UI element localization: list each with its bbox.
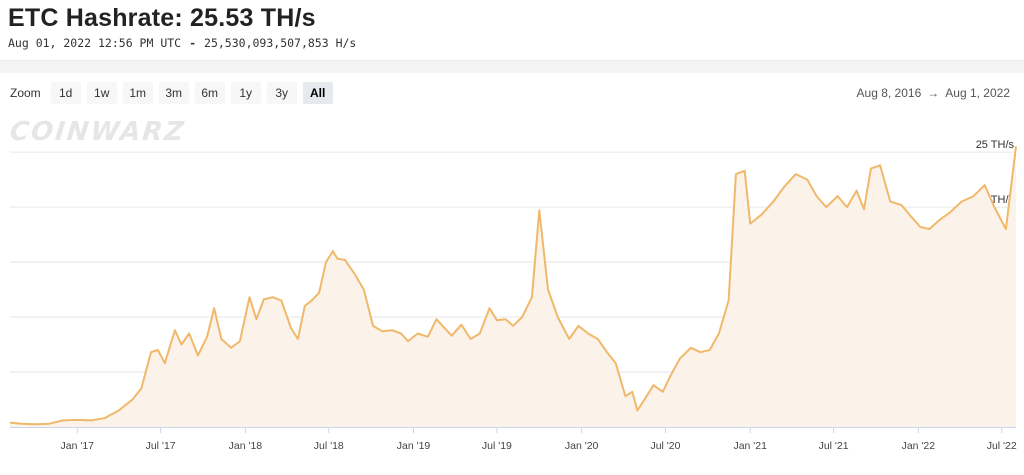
y-tick-label: 25 TH/s (976, 140, 1015, 151)
header: ETC Hashrate: 25.53 TH/s Aug 01, 2022 12… (8, 2, 1016, 50)
hashrate-line (9, 146, 1017, 426)
x-tick-label: Jan '21 (733, 440, 767, 452)
subtitle: Aug 01, 2022 12:56 PM UTC -25,530,093,507… (8, 36, 1016, 50)
zoom-1m-button[interactable]: 1m (122, 82, 153, 104)
zoom-6m-button[interactable]: 6m (194, 82, 225, 104)
zoom-all-button[interactable]: All (302, 82, 333, 104)
x-tick-label: Jul '21 (819, 440, 849, 452)
x-tick-label: Jul '17 (146, 440, 176, 452)
zoom-1w-button[interactable]: 1w (86, 82, 117, 104)
hashrate-area (10, 146, 1016, 428)
x-tick-label: Jan '19 (397, 440, 431, 452)
zoom-toolbar: Zoom 1d 1w 1m 3m 6m 1y 3y All (10, 82, 333, 104)
range-to[interactable]: Aug 1, 2022 (945, 86, 1010, 100)
zoom-1y-button[interactable]: 1y (230, 82, 261, 104)
x-tick-label: Jan '18 (229, 440, 263, 452)
zoom-3y-button[interactable]: 3y (266, 82, 297, 104)
section-divider (0, 60, 1024, 73)
date-range: Aug 8, 2016 → Aug 1, 2022 (857, 86, 1010, 100)
page-title: ETC Hashrate: 25.53 TH/s (8, 4, 316, 32)
x-tick-label: Jul '22 (987, 440, 1017, 452)
zoom-3m-button[interactable]: 3m (158, 82, 189, 104)
x-tick-label: Jul '19 (482, 440, 512, 452)
x-tick-label: Jan '22 (902, 440, 936, 452)
raw-hashrate: 25,530,093,507,853 H/s (204, 36, 357, 50)
range-from[interactable]: Aug 8, 2016 (856, 86, 922, 100)
x-tick-label: Jan '20 (565, 440, 599, 452)
separator: - (189, 36, 197, 50)
x-tick-label: Jan '17 (60, 440, 94, 452)
timestamp: Aug 01, 2022 12:56 PM UTC (8, 36, 182, 50)
x-tick-label: Jul '20 (650, 440, 680, 452)
zoom-1d-button[interactable]: 1d (50, 82, 81, 104)
range-arrow-icon: → (927, 86, 940, 100)
zoom-label: Zoom (10, 86, 41, 100)
x-tick-label: Jul '18 (314, 440, 344, 452)
